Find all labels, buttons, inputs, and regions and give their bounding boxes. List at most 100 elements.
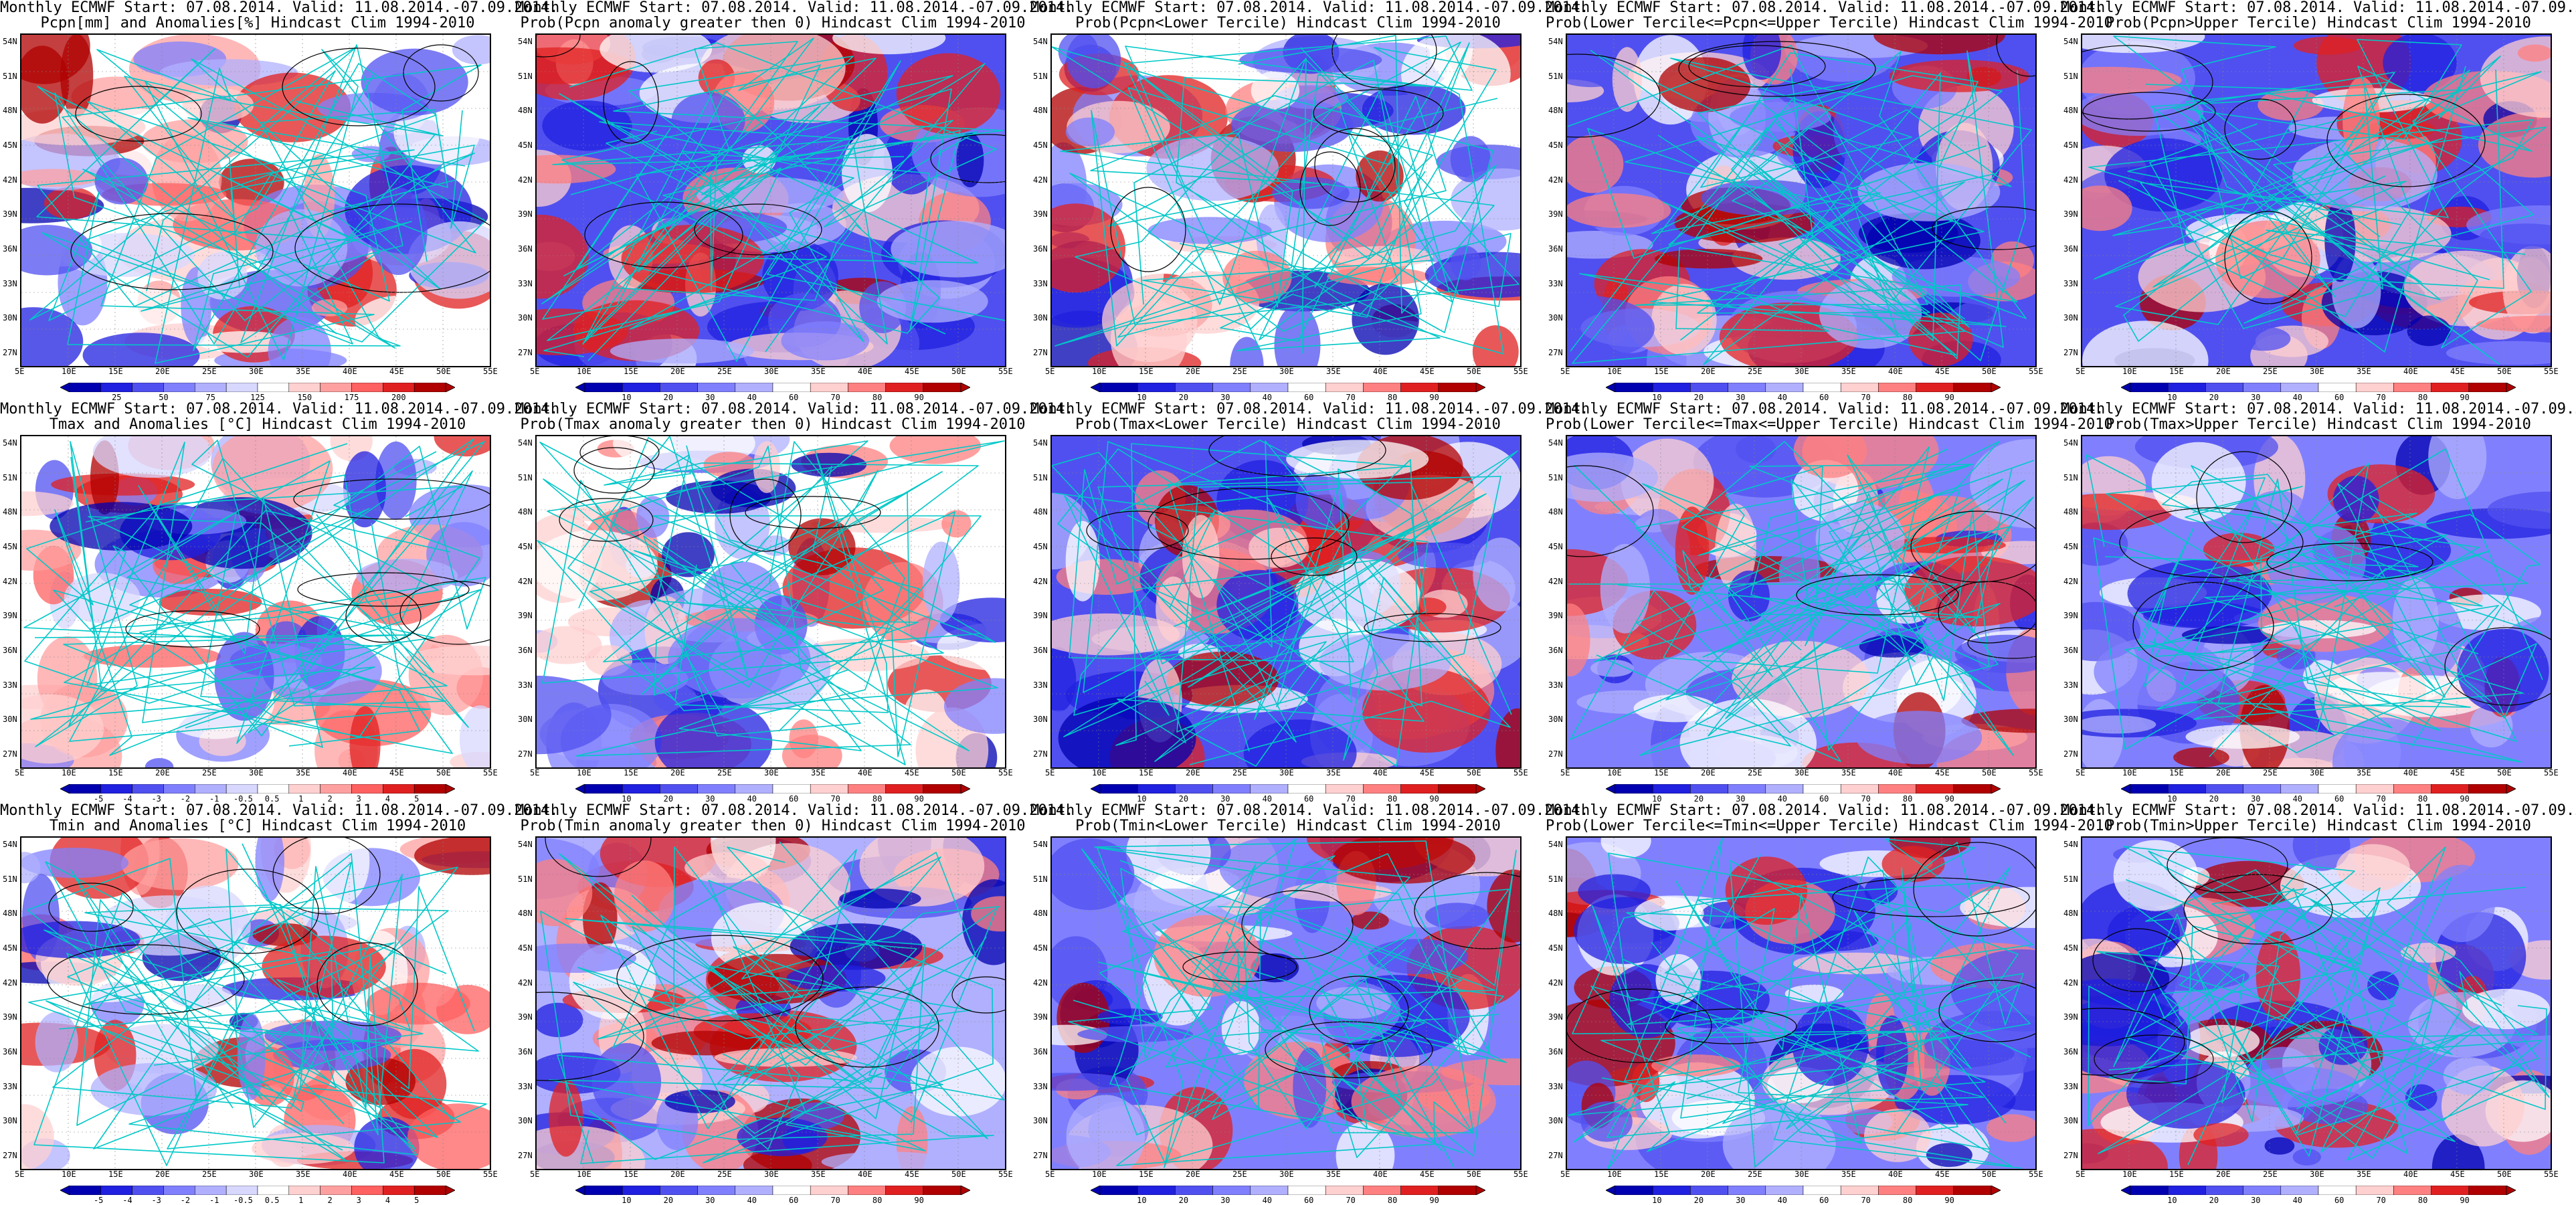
lon-tick-label: 35E [1841, 768, 1856, 777]
contour-line [2266, 543, 2433, 581]
colorbar [2121, 784, 2516, 794]
colorbar-swatch [1212, 1186, 1251, 1195]
field-shading [1567, 35, 2035, 366]
map-panel: Monthly ECMWF Start: 07.08.2014. Valid: … [515, 401, 1073, 804]
colorbar-tick-label: 2 [327, 1196, 333, 1205]
panel-title-line1: Monthly ECMWF Start: 07.08.2014. Valid: … [1030, 401, 1589, 418]
lon-tick-label: 5E [1560, 1170, 1570, 1179]
field-shading [537, 838, 1005, 1169]
coastline [1567, 45, 2004, 359]
map-panel: Monthly ECMWF Start: 07.08.2014. Valid: … [0, 401, 558, 804]
lat-tick-label: 33N [1033, 680, 1048, 690]
colorbar-tick-label: 20 [1178, 1196, 1189, 1205]
lat-tick-label: 42N [518, 576, 533, 586]
lon-tick-label: 10E [1607, 1170, 1622, 1179]
colorbar-swatch [810, 1186, 848, 1195]
coastline [1573, 464, 2034, 756]
lat-tick-label: 42N [3, 978, 17, 988]
colorbar-tick-label: -0.5 [233, 794, 253, 804]
panel-title-line1: Monthly ECMWF Start: 07.08.2014. Valid: … [0, 802, 559, 819]
lon-tick-label: 5E [15, 1170, 25, 1179]
colorbar-swatch [1803, 784, 1841, 794]
colorbar-swatch [288, 784, 320, 794]
lon-tick-label: 5E [530, 1170, 540, 1179]
field-shading [1052, 436, 1520, 767]
coastline [2124, 550, 2537, 763]
lon-tick-label: 30E [2310, 367, 2324, 376]
colorbar-swatch [257, 383, 290, 392]
contour-line [1208, 436, 1386, 477]
lon-tick-label: 5E [1045, 1170, 1055, 1179]
map-plot-area [1566, 33, 2037, 367]
colorbar-tick-label: 20 [2209, 794, 2219, 804]
lon-tick-label: 40E [858, 1170, 872, 1179]
lon-tick-label: 30E [764, 768, 779, 777]
colorbar-swatch [1287, 383, 1326, 392]
colorbar-tick-label: 80 [2417, 794, 2428, 804]
contour-line [729, 478, 802, 552]
contour-line [1967, 627, 2035, 659]
colorbar-swatch [735, 1186, 773, 1195]
colorbar-swatch [848, 1186, 886, 1195]
lat-tick-label: 42N [2063, 175, 2078, 185]
colorbar-tick-label: 20 [1693, 393, 1704, 402]
map-panel: Monthly ECMWF Start: 07.08.2014. Valid: … [0, 0, 559, 401]
colorbar-tick-label: -2 [180, 794, 191, 804]
lon-tick-label: 40E [2403, 768, 2418, 777]
colorbar-swatch [1878, 784, 1916, 794]
lon-tick-label: 20E [2216, 768, 2231, 777]
colorbar-tick-label: 30 [705, 393, 715, 402]
colorbar-swatch [2431, 1186, 2470, 1195]
colorbar-swatch [2468, 1186, 2507, 1195]
colorbar [1091, 784, 1485, 794]
field-shading [1567, 838, 2035, 1169]
panel-title-line1: Monthly ECMWF Start: 07.08.2014. Valid: … [0, 0, 559, 16]
lat-tick-label: 51N [3, 472, 17, 482]
lon-tick-label: 35E [296, 768, 310, 777]
lat-tick-label: 54N [3, 840, 17, 849]
colorbar-tick-label: -4 [122, 1196, 132, 1205]
colorbar-tick-label: 60 [788, 794, 799, 804]
lat-tick-label: 39N [2063, 611, 2078, 621]
coastline [1117, 47, 1511, 355]
lat-tick-label: 48N [2063, 909, 2078, 919]
coastline [603, 440, 982, 732]
lon-tick-label: 30E [249, 768, 264, 777]
colorbar-swatch [320, 1186, 352, 1195]
coastline [1073, 440, 1476, 761]
lon-tick-label: 45E [1935, 1170, 1950, 1179]
colorbar-swatch [100, 784, 132, 794]
colorbar-tick-label: 80 [1902, 393, 1913, 402]
colorbar-tick-label: 40 [1262, 393, 1273, 402]
lat-tick-label: 48N [1548, 507, 1563, 517]
lat-tick-label: 30N [1548, 1116, 1563, 1126]
colorbar [1606, 1186, 2001, 1195]
lon-tick-label: 5E [15, 367, 25, 376]
lon-tick-label: 45E [2450, 768, 2465, 777]
map-plot-area [20, 33, 491, 367]
map-panel: Monthly ECMWF Start: 07.08.2014. Valid: … [1546, 0, 2113, 402]
lon-tick-label: 5E [530, 367, 540, 376]
lon-tick-label: 30E [1279, 367, 1294, 376]
colorbar-swatch [735, 383, 773, 392]
lat-tick-label: 51N [518, 472, 533, 482]
colorbar-swatch [2205, 1186, 2243, 1195]
lon-tick-label: 35E [1841, 367, 1856, 376]
lon-tick-label: 55E [998, 1170, 1013, 1179]
map-plot-area [535, 33, 1006, 367]
colorbar-swatch [1212, 383, 1251, 392]
colorbar-tick-label: 30 [2251, 794, 2261, 804]
lat-tick-label: 45N [518, 943, 533, 953]
map-plot-area [1566, 435, 2037, 769]
lon-tick-label: 50E [2497, 768, 2512, 777]
contour-line [1832, 877, 2030, 917]
lon-tick-label: 25E [1232, 367, 1247, 376]
lon-tick-label: 30E [249, 1170, 264, 1179]
lon-tick-label: 10E [2122, 367, 2137, 376]
map-plot-area [1566, 836, 2037, 1170]
colorbar-tick-label: 20 [1693, 1196, 1704, 1205]
map-panel: Monthly ECMWF Start: 07.08.2014. Valid: … [2061, 401, 2576, 804]
lon-tick-label: 45E [2450, 1170, 2465, 1179]
lon-tick-label: 25E [717, 367, 732, 376]
colorbar-tick-label: 90 [1429, 794, 1439, 804]
